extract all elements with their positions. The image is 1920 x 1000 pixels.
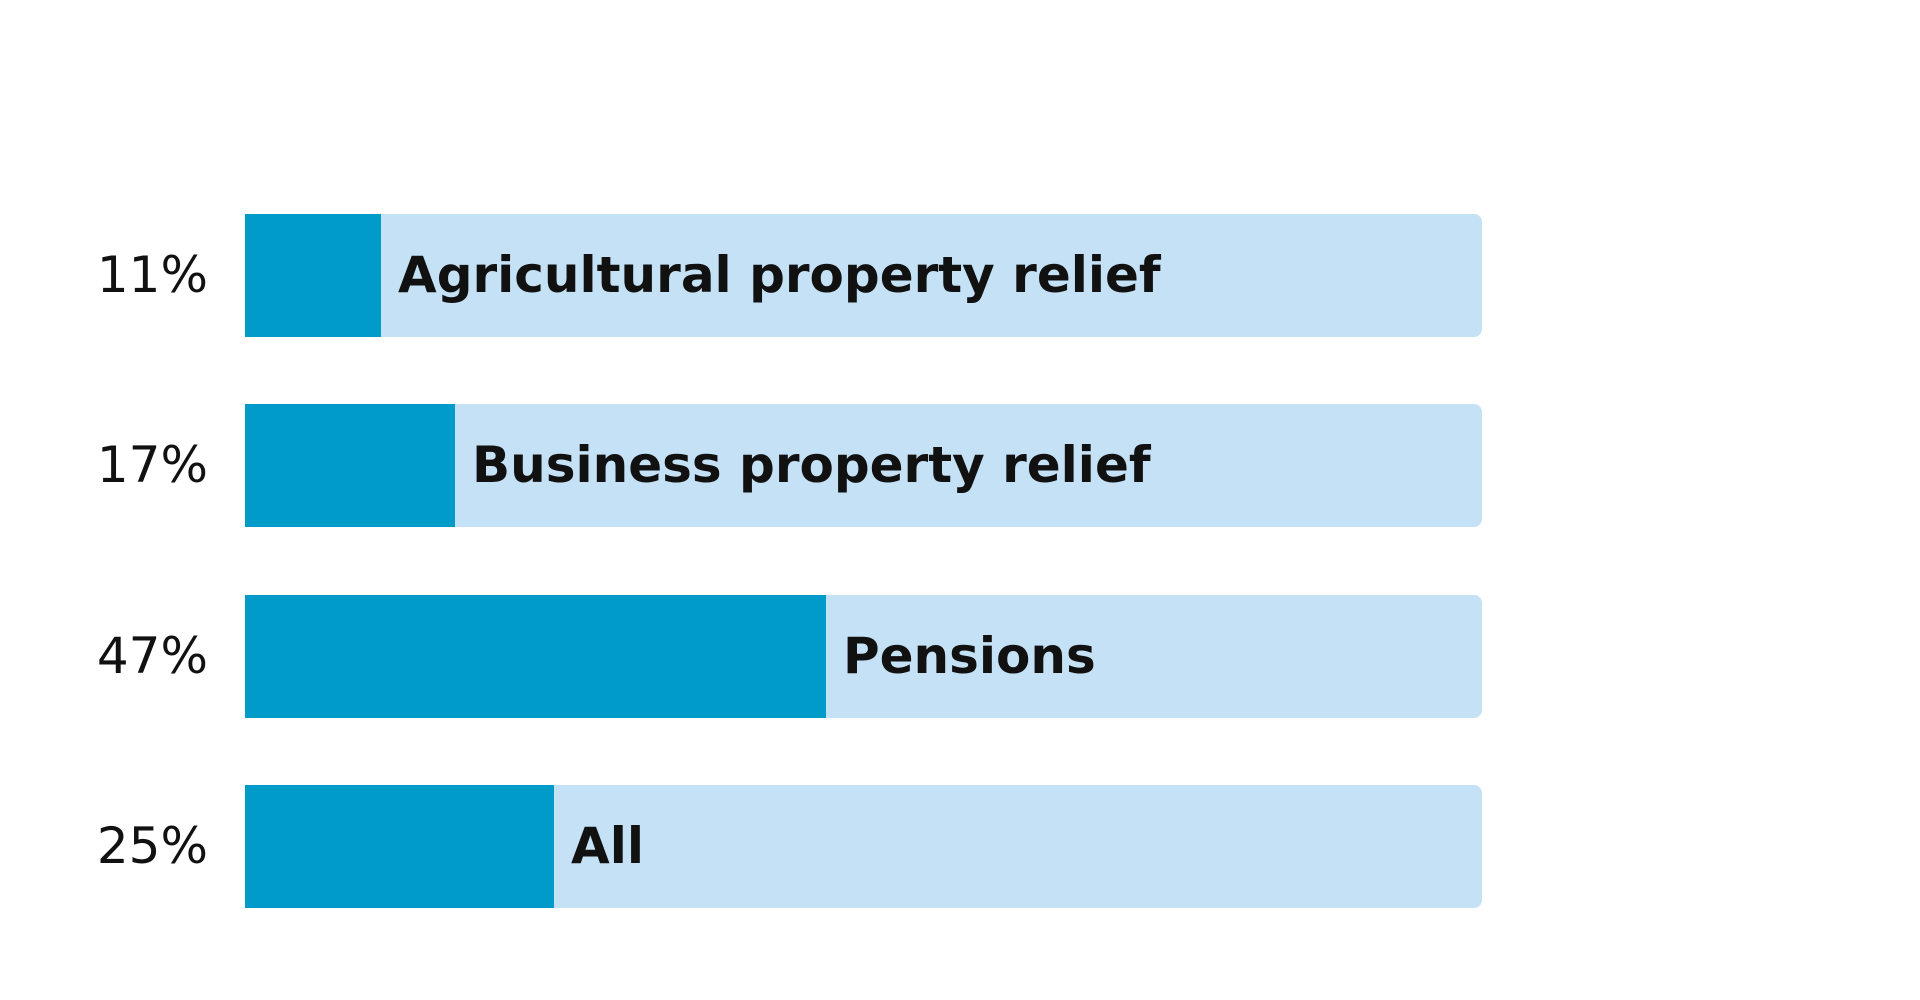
bar-row: 25% All — [0, 785, 1920, 908]
bar-track: Agricultural property relief — [245, 214, 1482, 337]
bar-fill — [245, 595, 826, 718]
category-label: All — [571, 817, 644, 875]
value-label: 47% — [96, 627, 208, 685]
bar-fill — [245, 785, 554, 908]
bar-track: All — [245, 785, 1482, 908]
bar-row: 11% Agricultural property relief — [0, 214, 1920, 337]
value-label: 11% — [96, 246, 208, 304]
bar-row: 17% Business property relief — [0, 404, 1920, 527]
bar-fill — [245, 404, 455, 527]
bar-track: Business property relief — [245, 404, 1482, 527]
bar-track: Pensions — [245, 595, 1482, 718]
category-label: Agricultural property relief — [398, 246, 1161, 304]
category-label: Pensions — [843, 627, 1096, 685]
value-label: 17% — [96, 436, 208, 494]
bar-row: 47% Pensions — [0, 595, 1920, 718]
bar-fill — [245, 214, 381, 337]
value-label: 25% — [96, 817, 208, 875]
category-label: Business property relief — [472, 436, 1151, 494]
